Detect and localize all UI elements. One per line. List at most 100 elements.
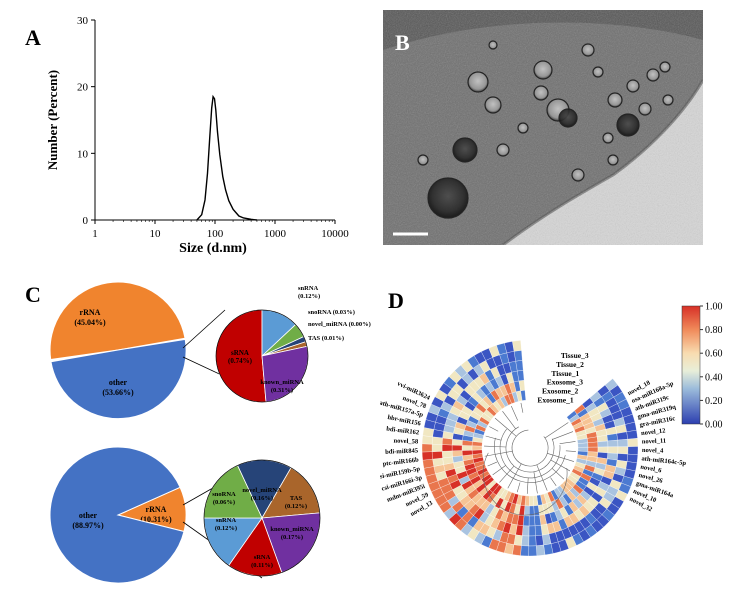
panel-a-plot: 0 10 20 30 1 10 100 1000 10000 bbox=[77, 15, 349, 240]
heatmap-cell bbox=[441, 444, 453, 452]
panel-a: A 0 10 20 30 1 10 100 1000 10000 Number (Percent… bbox=[25, 15, 349, 256]
dendrogram-branch bbox=[526, 477, 529, 494]
panel-d: D Tissue_3Tissue_2Tissue_1Exosome_3Exoso… bbox=[380, 288, 723, 557]
dendrogram-branch bbox=[565, 450, 576, 452]
bottom-pie-group: rRNA(10.31%)other(88.97%)novel_miRNA(0.1… bbox=[49, 446, 321, 584]
dendrogram-branch bbox=[552, 431, 574, 440]
vesicle bbox=[592, 66, 604, 78]
sub-slice-label: TAS (0.01%) bbox=[308, 335, 344, 342]
heatmap-cell bbox=[577, 442, 589, 448]
heatmap-cell bbox=[607, 439, 619, 448]
dendrogram-branch bbox=[559, 441, 576, 445]
vesicle bbox=[558, 108, 578, 128]
heatmap-cell bbox=[626, 430, 638, 440]
heatmap-cell bbox=[421, 451, 433, 461]
vesicle bbox=[581, 43, 595, 57]
dendrogram-branch bbox=[502, 410, 516, 429]
sub-slice-label: sRNA bbox=[254, 554, 271, 561]
y-tick-label: 20 bbox=[77, 82, 89, 94]
dendrogram-arc bbox=[511, 429, 549, 467]
heatmap-cell bbox=[528, 525, 536, 537]
gene-label: ath-miR164c-5p bbox=[641, 455, 687, 467]
vesicle bbox=[607, 154, 619, 166]
sub-slice-label: novel_miRNA (0.00%) bbox=[308, 321, 371, 328]
pie-slice-value: (88.97%) bbox=[72, 521, 104, 530]
vesicle bbox=[452, 137, 478, 163]
vesicle bbox=[659, 61, 671, 73]
vesicles bbox=[417, 40, 674, 219]
heatmap-cell bbox=[461, 450, 473, 456]
dendrogram-branch bbox=[484, 445, 507, 448]
x-tick-label: 1000 bbox=[264, 228, 287, 240]
colorbar-tick-label: 0.40 bbox=[705, 372, 723, 383]
heatmap-cell bbox=[534, 525, 543, 536]
sample-label: Exosome_3 bbox=[547, 378, 583, 387]
heatmap-cell bbox=[421, 443, 433, 453]
gene-label: novel_58 bbox=[393, 438, 419, 446]
sub-slice-value: (0.06%) bbox=[213, 499, 235, 506]
heatmap-cell bbox=[431, 444, 443, 452]
vesicle bbox=[417, 154, 429, 166]
vesicle bbox=[533, 85, 549, 101]
dendrogram-branch bbox=[550, 477, 557, 486]
colorbar-tick-label: 0.60 bbox=[705, 349, 723, 360]
panel-b-letter: B bbox=[395, 30, 410, 55]
colorbar-tick-label: 0.00 bbox=[705, 420, 723, 431]
sub-slice-label: snoRNA bbox=[212, 491, 236, 498]
sub-slice-value: (0.17%) bbox=[281, 534, 303, 541]
panel-d-letter: D bbox=[388, 288, 404, 313]
pie-slice-label: other bbox=[109, 378, 128, 387]
heatmap-cell bbox=[617, 446, 629, 455]
dendrogram-branch bbox=[510, 405, 519, 421]
colorbar-gradient bbox=[681, 305, 701, 425]
heatmap-cell bbox=[587, 441, 599, 448]
gene-label: novel_12 bbox=[641, 427, 666, 437]
sub-slice-value: (0.12%) bbox=[285, 503, 307, 510]
panel-a-ylabel: Number (Percent) bbox=[45, 70, 60, 170]
panel-b: B bbox=[383, 10, 703, 245]
heatmap-cell bbox=[536, 544, 546, 556]
x-tick-label: 10000 bbox=[321, 228, 349, 240]
heatmap-cell bbox=[451, 444, 463, 452]
dendrogram-branch bbox=[507, 463, 522, 489]
heatmap-cell bbox=[421, 435, 433, 445]
sub-slice-value: (0.12%) bbox=[298, 293, 320, 300]
x-tick-label: 100 bbox=[207, 228, 224, 240]
dendrogram-branch bbox=[485, 435, 502, 441]
gene-label: ptc-miR166b bbox=[382, 456, 419, 467]
vesicle bbox=[571, 168, 585, 182]
vesicle bbox=[638, 102, 652, 116]
sub-slice-value: (0.12%) bbox=[215, 525, 237, 532]
sub-slice-value: (0.16%) bbox=[251, 495, 273, 502]
pie-slice-rrna bbox=[49, 281, 186, 361]
heatmap-cell bbox=[617, 439, 629, 447]
dendrogram-branch bbox=[492, 465, 506, 476]
sub-slice-label: novel_miRNA bbox=[242, 487, 282, 494]
x-tick-label: 1 bbox=[92, 228, 98, 240]
pie-slice-value: (45.04%) bbox=[74, 318, 106, 327]
vesicle bbox=[646, 68, 660, 82]
vesicle bbox=[602, 132, 614, 144]
circular-heatmap bbox=[421, 340, 639, 557]
sub-slice-label: TAS bbox=[290, 495, 303, 502]
panel-a-xlabel: Size (d.nm) bbox=[179, 241, 247, 256]
colorbar-tick-label: 0.20 bbox=[705, 396, 723, 407]
sample-label: Tissue_1 bbox=[551, 369, 579, 378]
x-tick-label: 10 bbox=[150, 228, 162, 240]
panel-a-letter: A bbox=[25, 25, 41, 50]
dendrogram-branch bbox=[489, 426, 499, 432]
heatmap-cell bbox=[627, 446, 639, 455]
vesicle bbox=[517, 122, 529, 134]
heatmap-cell bbox=[431, 451, 443, 460]
heatmap-cell bbox=[513, 350, 523, 362]
heatmap-cell bbox=[471, 445, 483, 451]
panel-c: C rRNA(45.04%)other(53.66%)sRNA(0.74%)sn… bbox=[25, 281, 371, 584]
dendrogram bbox=[482, 402, 576, 516]
connector-line bbox=[182, 309, 226, 349]
heatmap-cell bbox=[528, 545, 538, 557]
gene-label: novel_11 bbox=[642, 438, 666, 446]
heatmap-cell bbox=[522, 515, 530, 527]
gene-label: novel_4 bbox=[642, 447, 664, 455]
heatmap-cell bbox=[461, 445, 473, 451]
sub-slice-label: snoRNA (0.03%) bbox=[308, 309, 355, 316]
